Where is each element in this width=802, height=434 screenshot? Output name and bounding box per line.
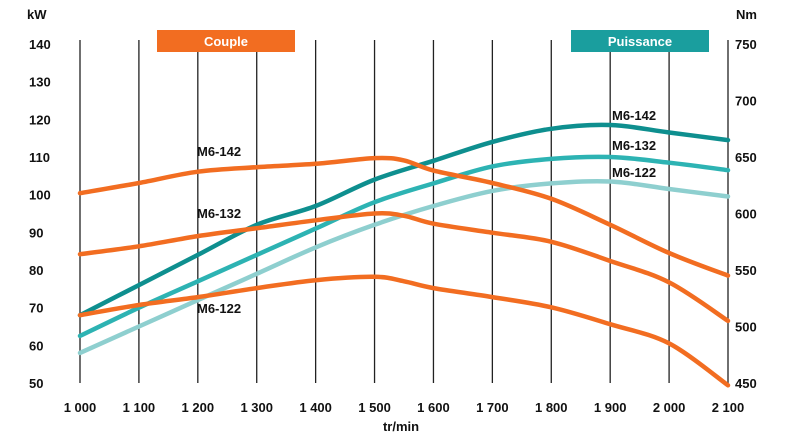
right-tick-label: 700 (735, 94, 757, 109)
x-tick-label: 1 500 (358, 400, 391, 415)
x-tick-label: 1 800 (535, 400, 568, 415)
left-tick-label: 100 (29, 188, 51, 203)
right-tick-label: 600 (735, 207, 757, 222)
legend-couple: Couple (157, 30, 295, 52)
left-tick-label: 120 (29, 112, 51, 127)
torque-line-3 (77, 274, 731, 388)
right-tick-label: 500 (735, 320, 757, 335)
x-tick-label: 1 900 (594, 400, 627, 415)
right-tick-label: 750 (735, 37, 757, 52)
legend-couple-label: Couple (204, 34, 248, 49)
power-line-1 (77, 122, 731, 318)
left-tick-label: 80 (29, 263, 43, 278)
x-tick-label: 1 100 (123, 400, 156, 415)
x-axis-tick-labels: 1 000 1 100 1 200 1 300 1 400 1 500 1 600 1 700… (64, 400, 745, 415)
legend-puissance: Puissance (571, 30, 709, 52)
right-tick-label: 450 (735, 376, 757, 391)
right-axis-unit: Nm (736, 7, 757, 22)
left-tick-label: 90 (29, 225, 43, 240)
legend-puissance-label: Puissance (608, 34, 672, 49)
torque-lines (77, 155, 731, 388)
left-axis-tick-labels: 50 60 70 80 90 100 110 120 130 140 (29, 37, 51, 391)
x-tick-label: 1 600 (417, 400, 450, 415)
power-line-2 (77, 154, 731, 339)
left-tick-label: 60 (29, 338, 43, 353)
right-tick-label: 650 (735, 150, 757, 165)
label-power-m6-142: M6-142 (612, 108, 656, 123)
label-torque-m6-142: M6-142 (197, 144, 241, 159)
x-tick-label: 2 100 (712, 400, 745, 415)
x-tick-label: 1 000 (64, 400, 97, 415)
left-tick-label: 110 (29, 150, 50, 165)
x-tick-label: 1 400 (299, 400, 332, 415)
left-tick-label: 130 (29, 75, 51, 90)
legend-couple-swatch (157, 30, 295, 52)
torque-line-1 (77, 155, 731, 278)
series-labels: M6-142 M6-132 M6-122 M6-142 M6-132 M6-12… (197, 108, 656, 316)
torque-line-2 (77, 211, 731, 324)
x-tick-label: 1 700 (476, 400, 509, 415)
label-power-m6-132: M6-132 (612, 138, 656, 153)
label-power-m6-122: M6-122 (612, 165, 656, 180)
left-axis-unit: kW (27, 7, 47, 22)
right-tick-label: 550 (735, 263, 757, 278)
x-tick-label: 1 300 (240, 400, 273, 415)
label-torque-m6-122: M6-122 (197, 301, 241, 316)
left-tick-label: 70 (29, 301, 43, 316)
left-tick-label: 140 (29, 37, 51, 52)
power-lines (77, 122, 731, 356)
left-tick-label: 50 (29, 376, 43, 391)
x-axis-label: tr/min (383, 419, 419, 434)
right-axis-tick-labels: 450 500 550 600 650 700 750 (735, 37, 757, 391)
label-torque-m6-132: M6-132 (197, 206, 241, 221)
x-tick-label: 2 000 (653, 400, 686, 415)
x-tick-label: 1 200 (182, 400, 215, 415)
power-line-3 (77, 178, 731, 356)
legend-puissance-swatch (571, 30, 709, 52)
